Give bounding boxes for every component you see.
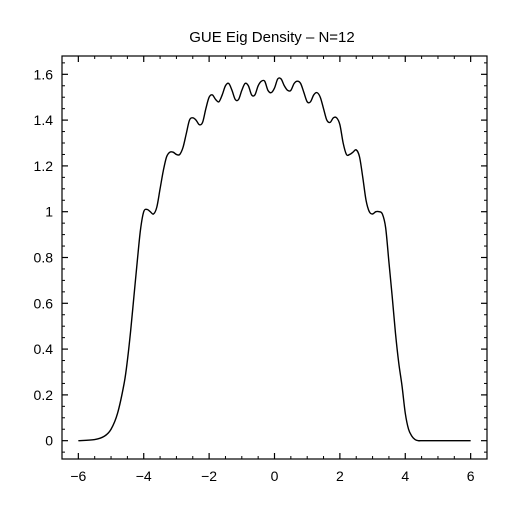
x-tick-label: −2 [201,468,217,484]
chart-title: GUE Eig Density – N=12 [189,29,355,46]
x-tick-label: −4 [136,468,152,484]
y-tick-label: 0.8 [34,250,54,266]
y-tick-label: 1.2 [34,158,54,174]
density-series-line [78,77,471,442]
x-tick-label: 2 [336,468,344,484]
axis-tick-labels: −6 −4 −2 0 2 4 6 0 0.2 0.4 0.6 0.8 1 1.2 1.4 1.6 [34,66,475,484]
series-layer [78,77,471,442]
y-tick-label: 0.4 [34,341,54,357]
y-tick-label: 1.6 [34,66,54,82]
x-tick-label: 4 [401,468,409,484]
x-tick-label: −6 [70,468,86,484]
x-tick-label: 6 [467,468,475,484]
y-tick-label: 1.4 [34,112,54,128]
y-tick-label: 0.6 [34,295,54,311]
axis-ticks [61,56,488,459]
plot-frame [61,55,488,460]
y-tick-label: 0 [45,433,53,449]
y-tick-label: 1 [45,204,53,220]
y-tick-label: 0.2 [34,387,54,403]
x-tick-label: 0 [271,468,279,484]
